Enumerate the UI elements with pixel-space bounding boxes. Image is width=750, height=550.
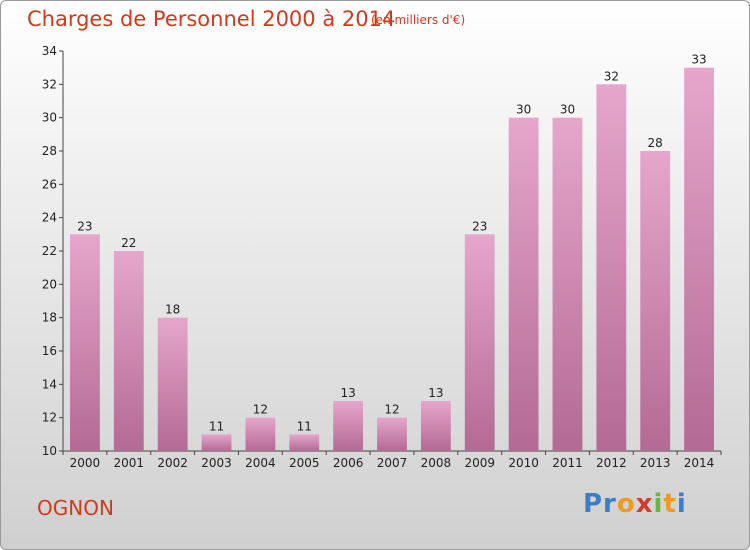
bar-value-label: 12 [384, 403, 399, 417]
bar-value-label: 28 [648, 136, 663, 150]
bar-value-label: 33 [691, 53, 706, 67]
x-tick-label: 2006 [333, 456, 364, 470]
x-tick-label: 2011 [552, 456, 583, 470]
x-tick-label: 2014 [684, 456, 715, 470]
y-tick-label: 34 [42, 44, 57, 58]
x-tick-label: 2004 [245, 456, 276, 470]
bar [289, 434, 320, 451]
bar [377, 417, 407, 451]
chart-unit: (en milliers d'€) [371, 13, 466, 27]
proxiti-logo[interactable]: Proxiti [583, 489, 687, 519]
bar [464, 234, 495, 451]
bar-value-label: 23 [77, 219, 92, 233]
bar-value-label: 11 [209, 419, 224, 433]
y-tick-label: 18 [42, 311, 57, 325]
bar-value-label: 30 [516, 103, 531, 117]
bar [70, 234, 100, 451]
bar [157, 317, 188, 451]
y-tick-label: 10 [42, 444, 57, 458]
x-tick-label: 2001 [114, 456, 145, 470]
y-tick-label: 14 [42, 377, 57, 391]
x-tick-label: 2000 [70, 456, 101, 470]
y-tick-label: 32 [42, 77, 57, 91]
x-tick-label: 2007 [377, 456, 408, 470]
y-tick-label: 28 [42, 144, 57, 158]
bar-value-label: 13 [340, 386, 355, 400]
x-tick-label: 2012 [596, 456, 627, 470]
bar-value-label: 11 [297, 419, 312, 433]
bar [333, 401, 364, 451]
bar-value-label: 12 [253, 403, 268, 417]
bar-value-label: 13 [428, 386, 443, 400]
x-tick-label: 2013 [640, 456, 671, 470]
y-tick-label: 20 [42, 277, 57, 291]
bar [640, 151, 671, 451]
y-tick-label: 30 [42, 111, 57, 125]
bar-value-label: 18 [165, 303, 180, 317]
bar [508, 117, 539, 452]
bar [201, 434, 232, 451]
bar [596, 84, 627, 451]
y-tick-label: 16 [42, 344, 57, 358]
x-tick-label: 2009 [464, 456, 495, 470]
bar [684, 67, 714, 452]
bar-value-label: 30 [560, 103, 575, 117]
bar [113, 251, 144, 451]
bar-value-label: 23 [472, 219, 487, 233]
bar [420, 401, 451, 451]
x-tick-label: 2005 [289, 456, 320, 470]
x-tick-label: 2003 [201, 456, 232, 470]
bars: 23 22 18 11 12 11 13 12 13 23 30 30 32 28 33 [70, 53, 714, 452]
y-tick-label: 24 [42, 211, 57, 225]
chart-title: Charges de Personnel 2000 à 2014 [27, 7, 396, 31]
bar-value-label: 32 [604, 69, 619, 83]
x-tick-label: 2008 [421, 456, 452, 470]
y-tick-label: 12 [42, 411, 57, 425]
axes: 10 12 14 16 18 20 22 24 26 28 30 32 34 2000 2001 2002 20… [42, 44, 722, 470]
y-tick-label: 22 [42, 244, 57, 258]
x-tick-label: 2002 [157, 456, 188, 470]
bar-value-label: 22 [121, 236, 136, 250]
place-name: OGNON [37, 496, 114, 520]
x-tick-label: 2010 [508, 456, 539, 470]
bar [245, 417, 276, 451]
bar [552, 117, 583, 452]
y-tick-label: 26 [42, 177, 57, 191]
